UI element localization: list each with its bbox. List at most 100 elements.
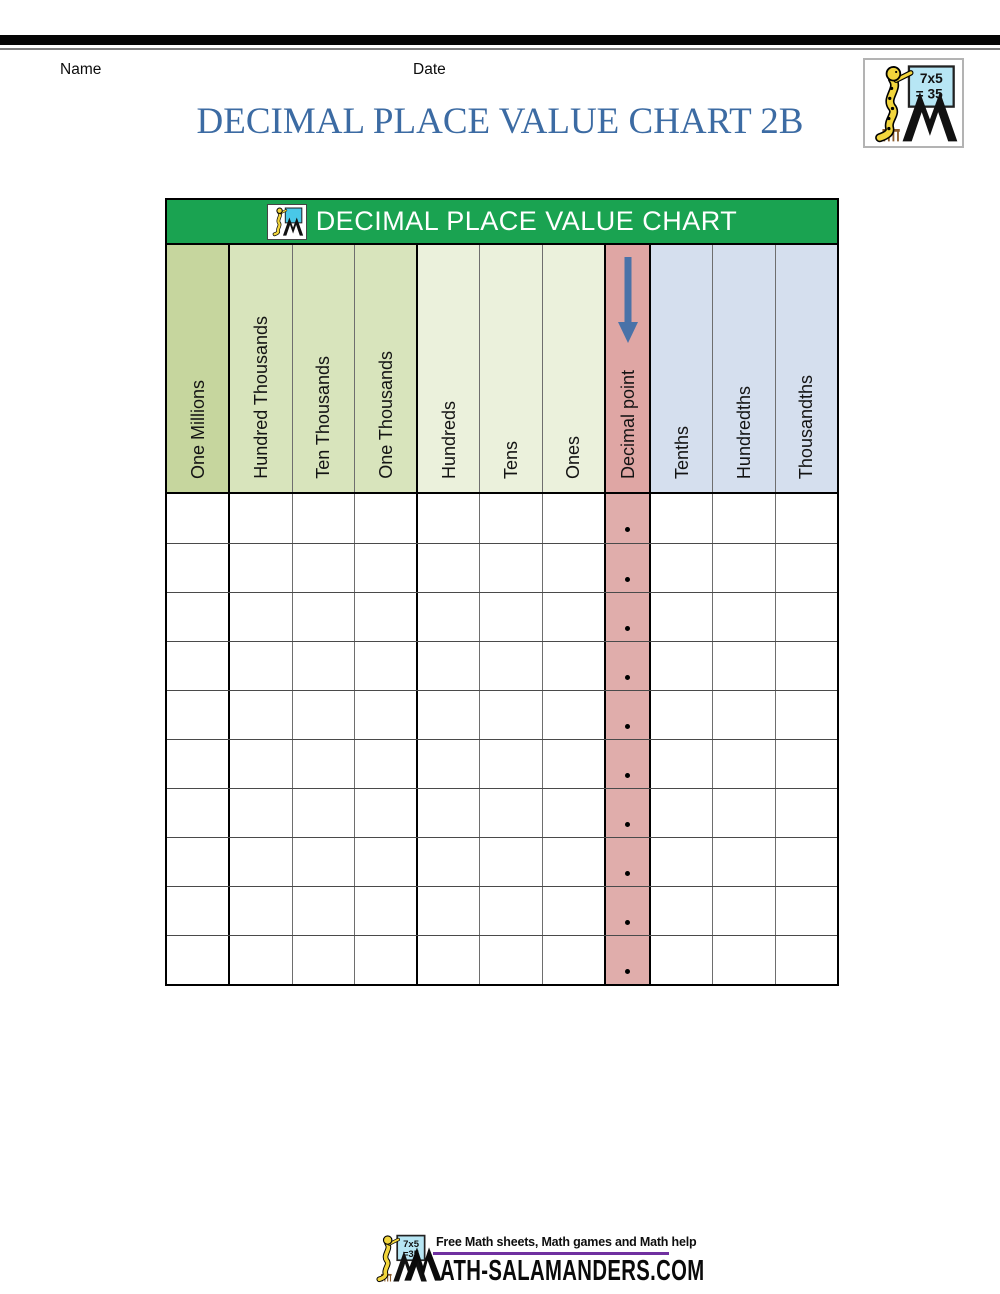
date-label: Date <box>413 61 446 78</box>
salamander-easel-icon <box>272 207 303 237</box>
entry-cell <box>291 740 354 788</box>
entry-cell <box>479 838 542 886</box>
top-divider-shadow <box>0 48 1000 50</box>
entry-cell <box>353 740 417 788</box>
entry-cell <box>541 544 605 592</box>
entry-cell <box>479 544 542 592</box>
svg-text:=35: =35 <box>403 1249 420 1260</box>
column-header-decimal-point: Decimal point <box>604 245 650 492</box>
entry-cell <box>712 740 775 788</box>
entry-cell <box>167 494 229 543</box>
entry-cell <box>416 887 480 935</box>
entry-cell <box>774 642 837 690</box>
column-label: Ten Thousands <box>313 356 334 479</box>
entry-cell <box>649 494 713 543</box>
entry-cell <box>416 494 480 543</box>
entry-cell <box>712 936 775 984</box>
decimal-point-cell <box>604 887 650 935</box>
entry-cell <box>712 887 775 935</box>
entry-cell <box>228 593 292 641</box>
column-header-tens: Tens <box>479 245 542 492</box>
entry-cell <box>416 936 480 984</box>
entry-cell <box>541 642 605 690</box>
column-label: Tens <box>501 440 522 479</box>
footer-tagline: Free Math sheets, Math games and Math he… <box>436 1235 697 1249</box>
decimal-point-dot <box>625 527 631 532</box>
column-header-hundredths: Hundredths <box>712 245 775 492</box>
entry-cell <box>649 789 713 837</box>
decimal-point-dot <box>625 822 631 827</box>
entry-cell <box>416 838 480 886</box>
entry-cell <box>479 593 542 641</box>
entry-cell <box>228 936 292 984</box>
column-label: One Millions <box>187 379 208 479</box>
entry-cell <box>479 691 542 739</box>
column-header-hundreds: Hundreds <box>416 245 480 492</box>
entry-cell <box>291 691 354 739</box>
entry-cell <box>291 838 354 886</box>
entry-cell <box>167 936 229 984</box>
decimal-point-cell <box>604 494 650 543</box>
column-header-thousandths: Thousandths <box>774 245 837 492</box>
entry-cell <box>774 887 837 935</box>
entry-cell <box>353 494 417 543</box>
entry-cell <box>416 544 480 592</box>
entry-cell <box>541 887 605 935</box>
entry-cell <box>649 838 713 886</box>
decimal-point-dot <box>625 675 631 680</box>
entry-cell <box>541 494 605 543</box>
entry-cell <box>291 593 354 641</box>
entry-cell <box>353 593 417 641</box>
decimal-point-cell <box>604 593 650 641</box>
column-label: One Thousands <box>375 351 396 479</box>
m-logo-icon <box>282 217 303 236</box>
table-row <box>167 494 837 543</box>
column-header-hundred-thousands: Hundred Thousands <box>228 245 292 492</box>
decimal-point-cell <box>604 691 650 739</box>
salamander-easel-icon: 7x5 = 35 <box>875 65 958 143</box>
entry-cell <box>167 887 229 935</box>
decimal-point-dot <box>625 577 631 582</box>
table-row <box>167 690 837 739</box>
column-header-one-thousands: One Thousands <box>353 245 417 492</box>
svg-text:7x5: 7x5 <box>920 71 943 86</box>
entry-cell <box>649 936 713 984</box>
entry-cell <box>479 740 542 788</box>
svg-text:7x5: 7x5 <box>403 1239 420 1250</box>
entry-cell <box>353 789 417 837</box>
entry-cell <box>167 789 229 837</box>
decimal-point-dot <box>625 626 631 631</box>
table-row <box>167 837 837 886</box>
entry-cell <box>291 936 354 984</box>
entry-cell <box>228 494 292 543</box>
table-row <box>167 788 837 837</box>
entry-cell <box>712 642 775 690</box>
entry-cell <box>228 544 292 592</box>
entry-cell <box>416 789 480 837</box>
entry-cell <box>416 740 480 788</box>
entry-cell <box>416 691 480 739</box>
entry-cell <box>479 789 542 837</box>
entry-cell <box>712 593 775 641</box>
entry-cell <box>353 936 417 984</box>
decimal-point-cell <box>604 936 650 984</box>
column-label: Ones <box>563 435 584 479</box>
entry-cell <box>291 887 354 935</box>
table-row <box>167 739 837 788</box>
decimal-point-dot <box>625 773 631 778</box>
entry-cell <box>167 740 229 788</box>
entry-cell <box>291 544 354 592</box>
entry-cell <box>541 740 605 788</box>
down-arrow-icon <box>617 257 638 343</box>
entry-cell <box>649 593 713 641</box>
entry-cell <box>649 740 713 788</box>
place-value-table: DECIMAL PLACE VALUE CHART One Millions Hu… <box>165 198 839 986</box>
entry-cell <box>479 642 542 690</box>
decimal-point-cell <box>604 544 650 592</box>
entry-cell <box>541 838 605 886</box>
table-body <box>167 494 837 984</box>
entry-cell <box>541 691 605 739</box>
entry-cell <box>416 642 480 690</box>
entry-cell <box>167 642 229 690</box>
entry-cell <box>541 593 605 641</box>
